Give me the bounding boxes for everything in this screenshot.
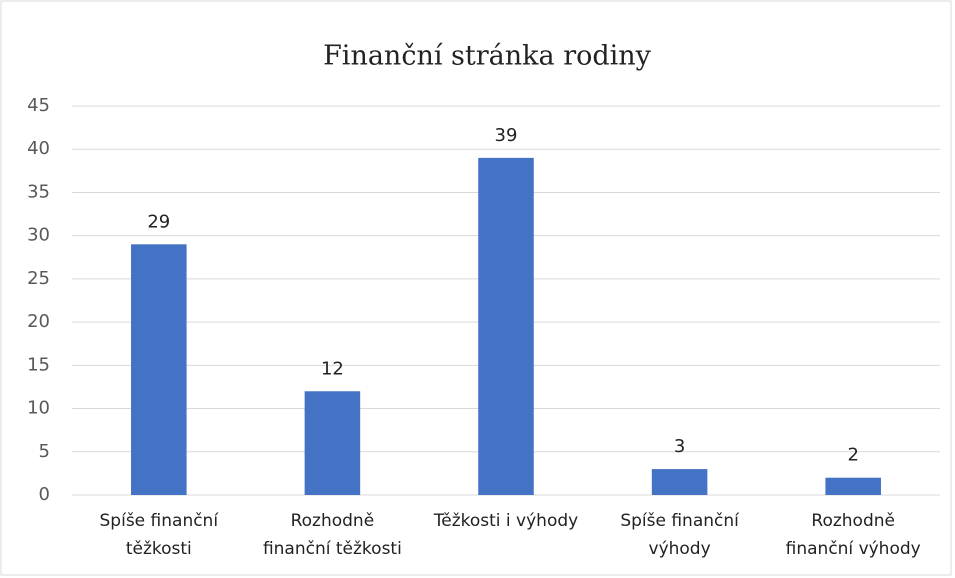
- x-tick-label: Těžkosti i výhody: [433, 511, 579, 531]
- bar: [304, 391, 361, 495]
- x-tick-label: Rozhodně finanční těžkosti: [262, 511, 402, 559]
- y-tick-label: 10: [27, 398, 50, 419]
- y-tick-label: 15: [27, 354, 50, 375]
- chart-title: Finanční stránka rodiny: [323, 41, 652, 72]
- bar: [478, 157, 534, 495]
- y-tick-label: 35: [27, 181, 50, 202]
- y-tick-label: 30: [27, 225, 50, 246]
- bar: [651, 469, 708, 495]
- x-tick-label: Spíše finanční těžkosti: [99, 511, 219, 559]
- data-label: 3: [674, 436, 685, 457]
- data-label: 2: [847, 445, 858, 466]
- data-label: 12: [321, 358, 344, 379]
- bar: [825, 477, 881, 495]
- data-label: 39: [495, 125, 518, 146]
- data-label: 29: [147, 211, 170, 232]
- y-tick-label: 25: [27, 268, 50, 289]
- y-tick-label: 45: [27, 95, 50, 116]
- bar: [131, 244, 187, 495]
- x-tick-label: Spíše finanční výhody: [620, 511, 739, 559]
- x-tick-label: Rozhodně finanční výhody: [785, 511, 921, 559]
- y-tick-label: 20: [27, 311, 50, 332]
- y-tick-label: 40: [27, 138, 50, 159]
- y-tick-label: 0: [39, 484, 50, 505]
- y-tick-label: 5: [39, 441, 50, 462]
